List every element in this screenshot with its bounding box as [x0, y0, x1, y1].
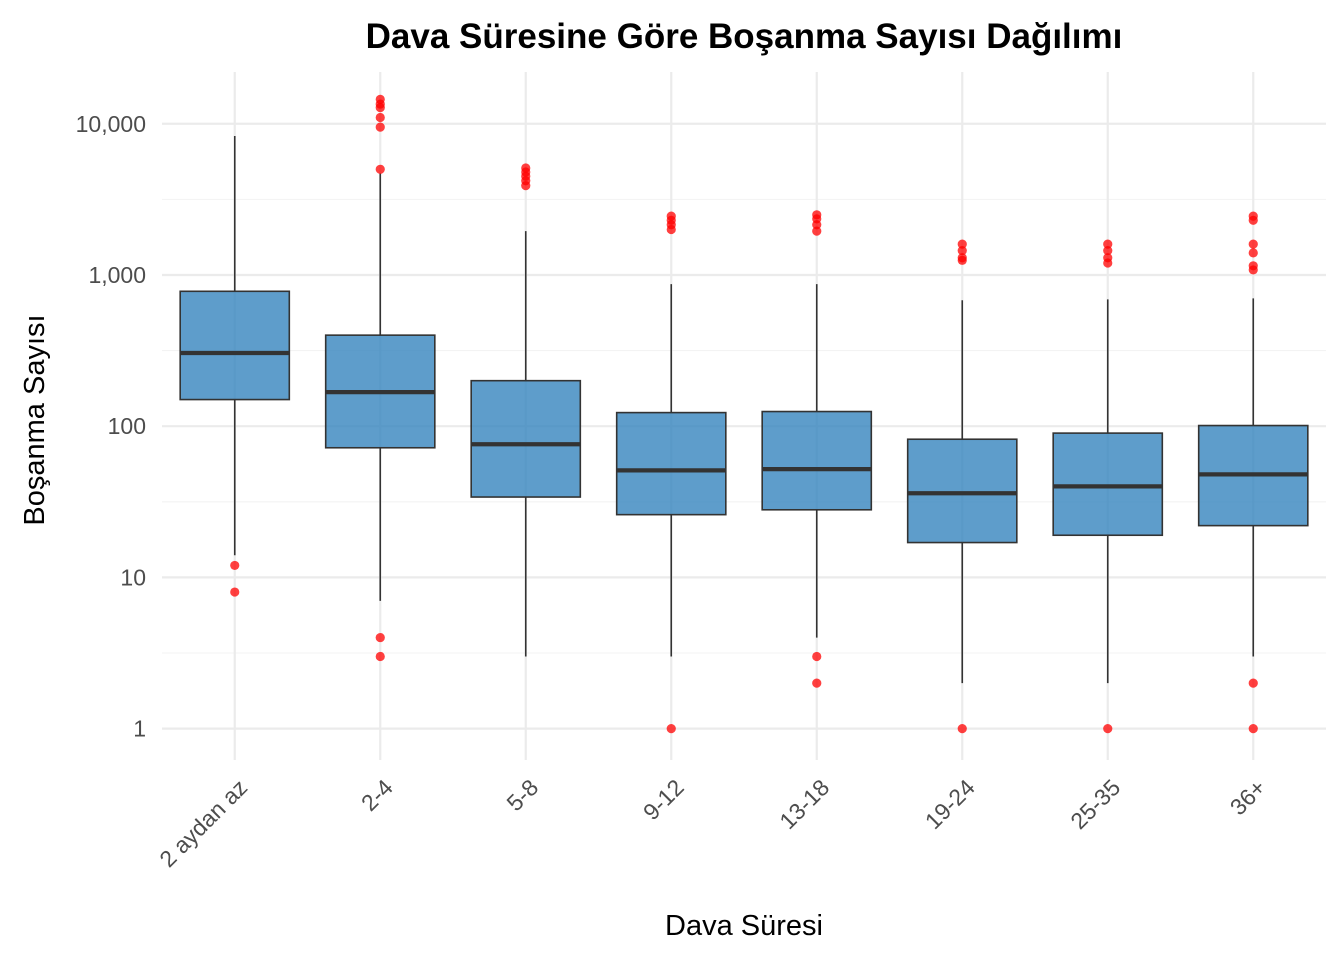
box-group: [470, 163, 582, 657]
outlier-point: [375, 112, 385, 123]
iqr-box: [470, 379, 582, 498]
outlier-point: [375, 164, 385, 174]
box-group: [324, 94, 436, 662]
x-tick-label: 2 aydan az: [154, 774, 252, 872]
outlier-point: [1103, 258, 1113, 268]
outlier-point: [521, 181, 531, 191]
outlier-point: [1248, 239, 1258, 249]
outlier-point: [812, 220, 822, 230]
x-tick-label: 25-35: [1065, 774, 1125, 834]
chart-title: Dava Süresine Göre Boşanma Sayısı Dağılı…: [366, 17, 1123, 56]
y-tick-label: 1: [133, 716, 146, 742]
box-group: [1197, 211, 1309, 734]
outlier-point: [1103, 239, 1113, 249]
outlier-point: [1248, 265, 1258, 275]
y-tick-label: 100: [108, 413, 146, 439]
outlier-point: [375, 632, 385, 643]
x-tick-label: 36+: [1225, 774, 1271, 820]
x-tick-label: 5-8: [501, 774, 543, 816]
iqr-box: [1052, 432, 1164, 537]
box-group: [761, 210, 873, 688]
outlier-point: [957, 245, 967, 256]
x-axis-title: Dava Süresi: [665, 910, 823, 942]
outlier-point: [1103, 724, 1113, 734]
box-group: [615, 211, 727, 734]
outlier-point: [1248, 215, 1258, 225]
box-group: [1052, 239, 1164, 734]
outlier-point: [375, 651, 385, 662]
y-tick-label: 10,000: [76, 111, 146, 137]
outlier-point: [1248, 678, 1258, 688]
iqr-box: [615, 411, 727, 516]
y-axis-title: Boşanma Sayısı: [19, 314, 51, 525]
outlier-point: [1103, 245, 1113, 256]
x-tick-label: 19-24: [920, 774, 980, 834]
iqr-box: [761, 410, 873, 511]
outlier-point: [666, 724, 676, 734]
box-group: [906, 239, 1018, 734]
y-tick-label: 10: [120, 564, 146, 590]
box-layer: [179, 94, 1309, 734]
box-group: [179, 136, 291, 597]
x-tick-label: 13-18: [774, 774, 834, 834]
outlier-point: [230, 587, 240, 597]
outlier-point: [812, 226, 822, 236]
outlier-point: [1248, 724, 1258, 734]
x-tick-label: 2-4: [356, 774, 398, 816]
outlier-point: [375, 102, 385, 113]
x-tick-label: 9-12: [638, 774, 689, 825]
iqr-box: [906, 438, 1018, 544]
outlier-point: [812, 678, 822, 688]
outlier-point: [957, 255, 967, 265]
outlier-point: [957, 724, 967, 734]
outlier-point: [812, 651, 822, 662]
outlier-point: [1248, 248, 1258, 258]
iqr-box: [179, 290, 291, 401]
y-tick-label: 1,000: [88, 262, 146, 288]
outlier-point: [375, 122, 385, 132]
outlier-point: [666, 224, 676, 235]
outlier-point: [957, 239, 967, 249]
outlier-point: [230, 560, 240, 571]
